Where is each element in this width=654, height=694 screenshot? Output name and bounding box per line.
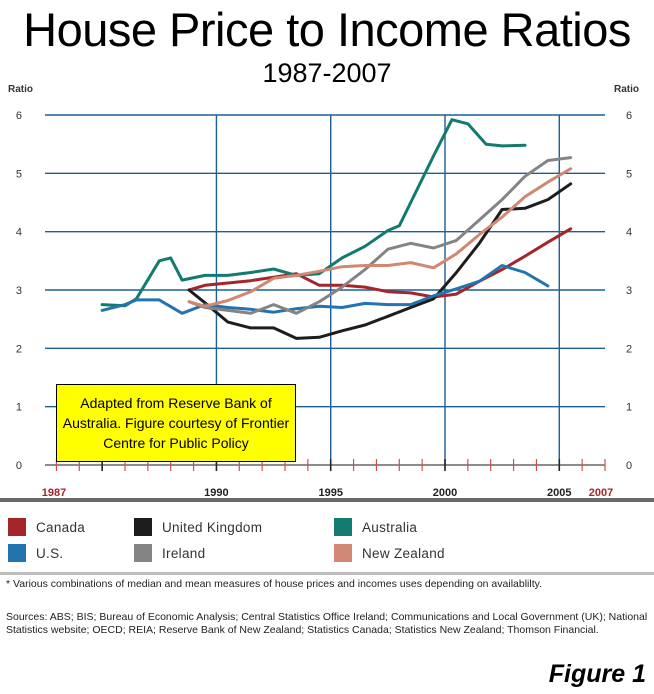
footnote-rule [0,572,654,575]
legend-top-rule [0,498,654,502]
figure-label: Figure 1 [548,660,646,688]
legend-label-ireland: Ireland [162,545,206,561]
legend-swatch-ireland [134,544,152,562]
sources-text: Sources: ABS; BIS; Bureau of Economic An… [6,611,648,636]
y-tick-label-left-3: 3 [16,285,22,297]
legend-label-canada: Canada [36,519,86,535]
series-line-australia [100,118,527,308]
x-tick-label-2005: 2005 [547,487,571,498]
y-tick-label-left-0: 0 [16,460,22,472]
chart-legend: Canada U.S. United Kingdom Ireland Austr… [0,510,654,570]
legend-swatch-us [8,544,26,562]
series-line-united-kingdom [187,182,573,340]
legend-item-australia: Australia [334,518,417,536]
x-tick-label-1990: 1990 [204,487,228,498]
legend-item-us: U.S. [8,544,63,562]
legend-label-united-kingdom: United Kingdom [162,519,263,535]
x-tick-label-2007: 2007 [589,487,613,498]
y-tick-label-right-1: 1 [626,402,632,414]
line-chart: 0 0 1 1 2 2 3 3 4 4 5 5 6 6 1987 1990 1995 2000 2005 2007 [16,110,632,498]
legend-label-us: U.S. [36,545,64,561]
legend-label-new-zealand: New Zealand [362,545,445,561]
y-tick-label-right-0: 0 [626,460,632,472]
legend-item-united-kingdom: United Kingdom [134,518,262,536]
y-tick-label-right-4: 4 [626,227,632,239]
legend-swatch-canada [8,518,26,536]
series-line-ireland [187,156,573,315]
left-axis-label: Ratio [8,84,33,95]
x-tick-label-1995: 1995 [318,487,342,498]
right-axis-label: Ratio [614,84,639,95]
y-tick-label-left-1: 1 [16,402,22,414]
legend-label-australia: Australia [362,519,418,535]
y-tick-label-right-3: 3 [626,285,632,297]
chart-subtitle: 1987-2007 [262,58,392,88]
series-line-canada [187,227,573,299]
series-line-new-zealand [187,167,573,308]
footnote: * Various combinations of median and mea… [6,578,543,590]
legend-item-canada: Canada [8,518,85,536]
legend-item-new-zealand: New Zealand [334,544,445,562]
y-tick-label-left-2: 2 [16,343,22,355]
y-tick-label-left-6: 6 [16,110,22,122]
y-tick-label-left-5: 5 [16,168,22,180]
chart-title: House Price to Income Ratios [23,3,631,56]
y-tick-label-left-4: 4 [16,227,22,239]
legend-swatch-united-kingdom [134,518,152,536]
legend-swatch-australia [334,518,352,536]
attribution-note: Adapted from Reserve Bank of Australia. … [56,384,296,462]
legend-item-ireland: Ireland [134,544,205,562]
y-tick-label-right-2: 2 [626,343,632,355]
x-tick-label-1987: 1987 [42,487,66,498]
x-tick-label-2000: 2000 [433,487,457,498]
legend-swatch-new-zealand [334,544,352,562]
y-tick-label-right-6: 6 [626,110,632,122]
y-tick-label-right-5: 5 [626,168,632,180]
series-line-u-s [100,264,550,315]
